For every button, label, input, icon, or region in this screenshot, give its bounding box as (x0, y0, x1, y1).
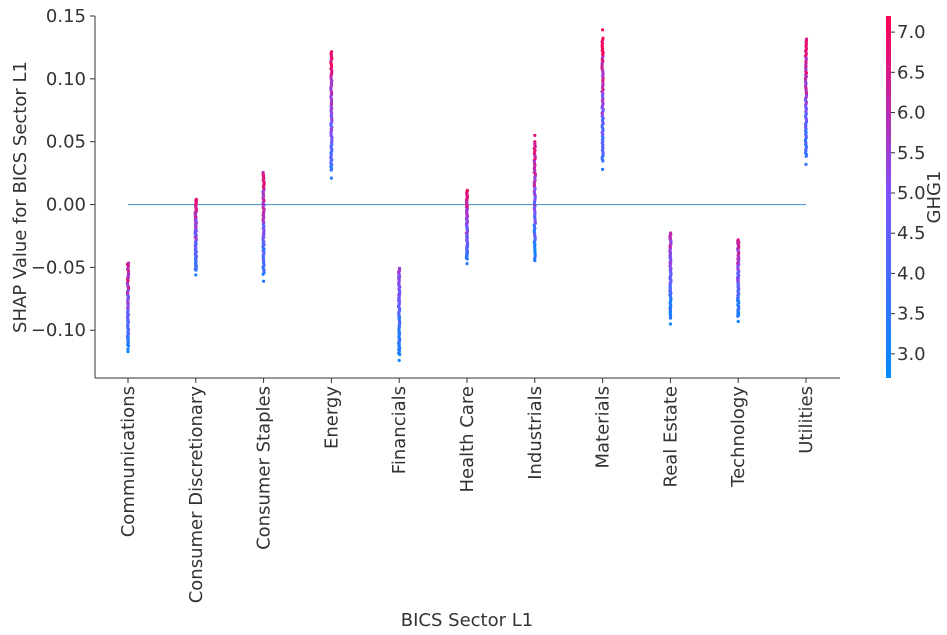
colorbar-title: GHG1 (924, 171, 945, 224)
x-tick-label: Real Estate (660, 386, 681, 488)
x-tick-label: Materials (593, 386, 614, 469)
data-point (601, 36, 605, 40)
y-tick-label: 0.10 (46, 69, 86, 90)
data-point (126, 350, 130, 354)
y-tick-label: 0.05 (46, 132, 86, 153)
x-tick-label: Health Care (457, 386, 478, 493)
y-tick-label: 0.00 (46, 195, 86, 216)
data-point (533, 140, 537, 144)
data-point (397, 358, 401, 363)
x-tick-label: Energy (321, 386, 342, 449)
data-point (668, 322, 673, 326)
data-point (804, 37, 809, 41)
data-point (668, 231, 673, 235)
x-tick-label: Technology (728, 386, 749, 488)
data-point (804, 162, 808, 166)
data-point (601, 28, 605, 32)
data-point (736, 319, 740, 324)
colorbar-tick-label: 7.0 (897, 22, 926, 43)
data-point (194, 197, 198, 201)
colorbar-tick-label: 3.5 (897, 304, 926, 325)
data-point (126, 261, 131, 265)
y-tick-label: −0.10 (31, 320, 86, 341)
data-point (261, 170, 265, 175)
y-ticks: 0.15 0.10 0.05 0.00 −0.05 −0.10 (31, 6, 95, 341)
data-point (194, 273, 198, 277)
data-point (398, 266, 402, 270)
x-ticks: Communications Consumer Discretionary Cons… (118, 378, 817, 603)
data-point (736, 238, 740, 242)
data-point (329, 176, 333, 180)
y-axis-title: SHAP Value for BICS Sector L1 (10, 61, 31, 333)
x-tick-label: Financials (389, 386, 410, 474)
y-tick-label: −0.05 (31, 257, 86, 278)
x-tick-label: Consumer Discretionary (186, 386, 207, 604)
x-axis-title: BICS Sector L1 (401, 610, 533, 631)
colorbar-tick-label: 4.5 (897, 223, 926, 244)
data-point (465, 188, 469, 192)
colorbar-tick-label: 6.5 (897, 62, 926, 83)
data-point (126, 347, 130, 351)
data-points (125, 28, 809, 363)
colorbar-tick-label: 6.0 (897, 103, 926, 124)
colorbar-tick-label: 5.0 (897, 183, 926, 204)
colorbar-tick-label: 4.0 (897, 263, 926, 284)
x-tick-label: Consumer Staples (254, 386, 275, 550)
colorbar (886, 16, 891, 378)
data-point (601, 167, 605, 171)
x-tick-label: Industrials (525, 386, 546, 480)
data-point (330, 50, 334, 54)
colorbar-tick-label: 5.5 (897, 143, 926, 164)
colorbar-ticks: 7.0 6.5 6.0 5.5 5.0 4.5 4.0 3.5 3.0 (891, 22, 926, 365)
data-point (465, 262, 469, 266)
x-tick-label: Utilities (796, 386, 817, 454)
x-tick-label: Communications (118, 386, 139, 537)
y-tick-label: 0.15 (46, 6, 86, 27)
data-point (262, 279, 266, 283)
colorbar-tick-label: 3.0 (897, 344, 926, 365)
data-point (533, 133, 537, 138)
